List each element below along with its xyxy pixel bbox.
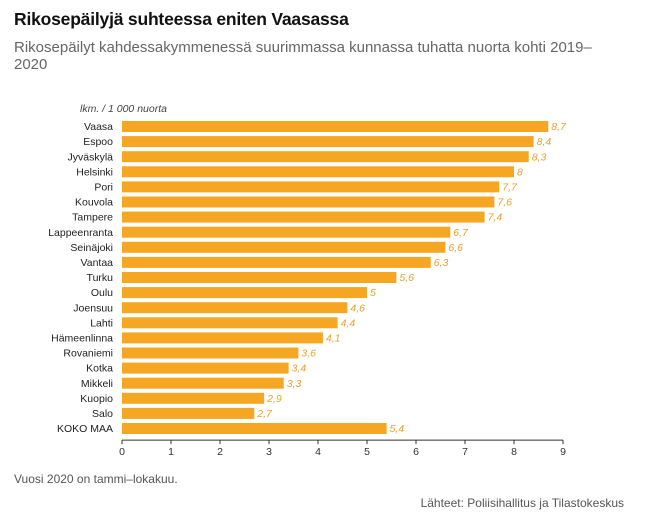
category-label-helsinki: Helsinki (76, 166, 113, 178)
value-label-lappeenranta: 6,7 (453, 227, 469, 239)
category-label-salo: Salo (92, 408, 113, 420)
bar-jyv-skyl- (122, 151, 529, 163)
x-tick-label-1: 1 (168, 446, 174, 458)
category-label-jyv-skyl-: Jyväskylä (67, 151, 113, 163)
category-label-pori: Pori (94, 182, 113, 194)
x-axis: 0 1 2 3 4 5 6 7 8 9 (119, 439, 566, 458)
value-label-kuopio: 2,9 (266, 393, 282, 405)
value-label-vantaa: 6,3 (434, 257, 449, 269)
x-tick-label-3: 3 (266, 446, 272, 458)
category-label-mikkeli: Mikkeli (81, 378, 113, 390)
category-label-vantaa: Vantaa (81, 257, 114, 269)
value-label-h-meenlinna: 4,1 (326, 333, 341, 345)
value-label-sein-joki: 6,6 (448, 242, 463, 254)
bar-oulu (122, 287, 367, 299)
source-credit: Lähteet: Poliisihallitus ja Tilastokesku… (420, 496, 624, 510)
bar-rovaniemi (122, 347, 299, 359)
category-label-rovaniemi: Rovaniemi (63, 348, 113, 360)
x-tick-label-6: 6 (413, 446, 419, 458)
category-label-lappeenranta: Lappeenranta (48, 227, 113, 239)
footnote: Vuosi 2020 on tammi–lokakuu. (14, 472, 178, 486)
bar-salo (122, 407, 255, 419)
value-label-mikkeli: 3,3 (287, 378, 302, 390)
x-tick-label-5: 5 (364, 446, 370, 458)
category-label-vaasa: Vaasa (84, 121, 113, 133)
bar-chart: lkm. / 1 000 nuorta Vaasa 8,7 Espoo 8,4 Jyvä… (48, 103, 567, 458)
value-label-jyv-skyl-: 8,3 (532, 151, 547, 163)
category-label-koko-maa: KOKO MAA (57, 423, 113, 435)
bar-sein-joki (122, 241, 446, 253)
category-label-lahti: Lahti (90, 317, 113, 329)
value-label-salo: 2,7 (256, 408, 273, 420)
x-tick-label-0: 0 (119, 446, 125, 458)
bar-mikkeli (122, 377, 284, 389)
category-label-oulu: Oulu (91, 287, 113, 299)
chart-subtitle: Rikosepäilyt kahdessakymmenessä suurimma… (14, 39, 592, 73)
value-label-oulu: 5 (370, 287, 376, 299)
bar-espoo (122, 136, 534, 148)
category-label-espoo: Espoo (83, 136, 113, 148)
x-tick-label-8: 8 (511, 446, 517, 458)
x-tick-label-9: 9 (560, 446, 566, 458)
value-label-joensuu: 4,6 (350, 302, 365, 314)
value-label-koko-maa: 5,4 (390, 423, 405, 435)
category-label-joensuu: Joensuu (73, 302, 113, 314)
bar-kuopio (122, 392, 265, 404)
value-label-pori: 7,7 (502, 182, 518, 194)
bars-group: Vaasa 8,7 Espoo 8,4 Jyväskylä 8,3 Helsinki 8 Por… (48, 121, 567, 435)
unit-label: lkm. / 1 000 nuorta (80, 103, 167, 115)
value-label-vaasa: 8,7 (551, 121, 567, 133)
category-label-kotka: Kotka (86, 363, 113, 375)
bar-lappeenranta (122, 226, 451, 238)
value-label-helsinki: 8 (517, 166, 523, 178)
bar-vantaa (122, 256, 431, 268)
bar-joensuu (122, 302, 348, 314)
value-label-espoo: 8,4 (537, 136, 552, 148)
bar-tampere (122, 211, 485, 223)
chart-title: Rikosepäilyjä suhteessa eniten Vaasassa (14, 9, 349, 29)
category-label-turku: Turku (87, 272, 114, 284)
bar-kotka (122, 362, 289, 374)
x-tick-label-4: 4 (315, 446, 321, 458)
bar-helsinki (122, 166, 514, 178)
category-label-kuopio: Kuopio (80, 393, 113, 405)
bar-koko-maa (122, 423, 387, 434)
value-label-kotka: 3,4 (292, 363, 307, 375)
bar-turku (122, 272, 397, 283)
value-label-kouvola: 7,6 (497, 197, 512, 209)
bar-vaasa (122, 121, 549, 132)
bar-lahti (122, 317, 338, 329)
bar-pori (122, 181, 500, 193)
category-label-tampere: Tampere (72, 212, 113, 224)
category-label-sein-joki: Seinäjoki (70, 242, 113, 254)
category-label-kouvola: Kouvola (75, 197, 113, 209)
x-tick-label-7: 7 (462, 446, 468, 458)
value-label-lahti: 4,4 (341, 317, 356, 329)
x-tick-label-2: 2 (217, 446, 223, 458)
bar-kouvola (122, 196, 495, 208)
value-label-rovaniemi: 3,6 (301, 348, 316, 360)
value-label-turku: 5,6 (399, 272, 414, 284)
bar-h-meenlinna (122, 332, 323, 344)
category-label-h-meenlinna: Hämeenlinna (51, 333, 113, 345)
value-label-tampere: 7,4 (488, 212, 503, 224)
